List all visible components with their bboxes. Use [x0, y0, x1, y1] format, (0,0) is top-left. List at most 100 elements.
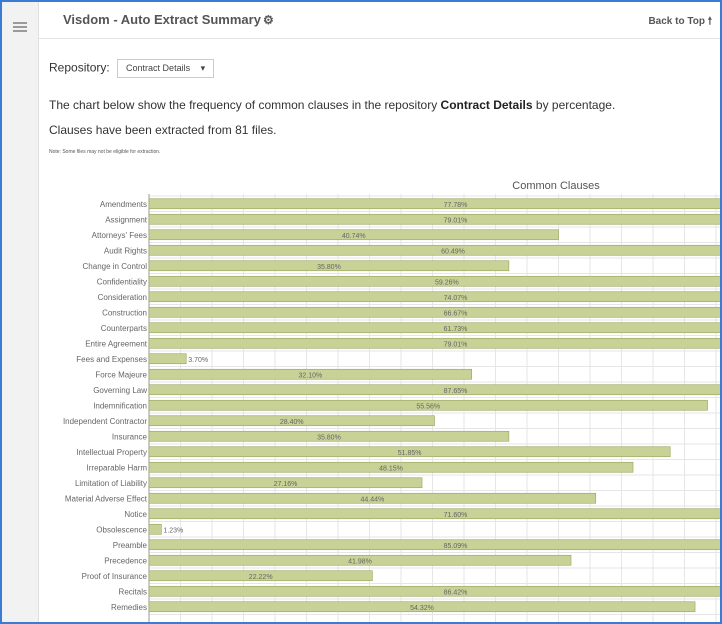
bar[interactable]: [148, 554, 572, 566]
y-tick-label: Entire Agreement: [85, 339, 148, 348]
bar-value-label: 77.78%: [444, 202, 468, 209]
bar-value-label: 1.23%: [163, 527, 183, 534]
bar[interactable]: [148, 198, 722, 210]
y-tick-label: Limitation of Liability: [75, 479, 147, 488]
bar-value-label: 41.98%: [348, 558, 372, 565]
y-tick-label: Preamble: [113, 541, 148, 550]
bar[interactable]: [148, 368, 472, 380]
bar[interactable]: [148, 244, 722, 256]
bar-value-label: 32.10%: [298, 372, 322, 379]
bar[interactable]: [148, 570, 373, 582]
bar-value-label: 61.73%: [444, 326, 468, 333]
y-tick-label: Construction: [102, 308, 147, 317]
bar-value-label: 35.80%: [317, 434, 341, 441]
bar-value-label: 60.49%: [441, 248, 465, 255]
bar-value-label: 48.15%: [379, 465, 403, 472]
clauses-bar-chart: Common Clauses Amendments 77.78% Assignmen…: [63, 180, 722, 622]
app-title-text: Visdom - Auto Extract Summary: [63, 12, 261, 27]
sidebar: [2, 2, 39, 622]
bar-value-label: 51.85%: [398, 450, 422, 457]
bar-value-label: 79.01%: [444, 217, 468, 224]
bar[interactable]: [148, 477, 423, 489]
bar[interactable]: [148, 384, 722, 396]
y-tick-label: Irreparable Harm: [87, 463, 148, 472]
y-tick-label: Assignment: [105, 215, 148, 224]
repository-row: Repository: Contract Details ▾: [49, 59, 215, 78]
y-tick-label: Amendments: [100, 200, 147, 209]
y-tick-label: Attorneys' Fees: [92, 231, 147, 240]
bar[interactable]: [148, 306, 722, 318]
y-tick-label: Indemnification: [93, 401, 147, 410]
bar[interactable]: [148, 539, 722, 551]
bar[interactable]: [148, 601, 696, 613]
y-tick-label: Consideration: [98, 293, 147, 302]
bar[interactable]: [148, 337, 722, 349]
hamburger-icon[interactable]: [13, 22, 27, 32]
bar[interactable]: [148, 461, 634, 473]
bar-value-label: 86.42%: [444, 589, 468, 596]
description-suffix: by percentage.: [532, 98, 616, 112]
bar[interactable]: [148, 399, 708, 411]
eligibility-note: Note: Some files may not be eligible for…: [49, 149, 161, 155]
bar[interactable]: [148, 260, 510, 272]
bar[interactable]: [148, 353, 187, 365]
bar[interactable]: [148, 446, 671, 458]
bar-value-label: 35.80%: [317, 264, 341, 271]
repository-select[interactable]: Contract Details ▾: [117, 59, 215, 78]
bar-value-label: 40.74%: [342, 233, 366, 240]
y-tick-label: Independent Contractor: [63, 417, 147, 426]
back-to-top-link[interactable]: Back to Top 🠕: [648, 14, 712, 31]
description-prefix: The chart below show the frequency of co…: [49, 98, 441, 112]
bar[interactable]: [148, 415, 435, 427]
arrow-up-icon: 🠕: [707, 16, 712, 27]
bar[interactable]: [148, 322, 722, 334]
gears-icon[interactable]: ⚙: [262, 13, 274, 27]
repository-selected-value: Contract Details: [126, 63, 191, 73]
bar[interactable]: [148, 291, 722, 303]
y-tick-label: Remedies: [111, 603, 147, 612]
y-tick-label: Fees and Expenses: [76, 355, 147, 364]
bar-value-label: 79.01%: [444, 341, 468, 348]
description-repo-name: Contract Details: [440, 98, 533, 112]
y-tick-label: Material Adverse Effect: [65, 494, 148, 503]
y-tick-label: Precedence: [104, 556, 147, 565]
bar[interactable]: [148, 523, 162, 535]
y-tick-label: Intellectual Property: [76, 448, 147, 457]
bar-value-label: 85.09%: [444, 543, 468, 550]
bar-value-label: 87.65%: [444, 388, 468, 395]
bar-value-label: 59.26%: [435, 279, 459, 286]
y-tick-label: Confidentiality: [97, 277, 147, 286]
chart-title: Common Clauses: [512, 180, 600, 192]
bar[interactable]: [148, 508, 722, 520]
bar[interactable]: [148, 492, 597, 504]
back-to-top-label: Back to Top: [648, 16, 705, 27]
bar[interactable]: [148, 275, 722, 287]
chart-description: The chart below show the frequency of co…: [49, 98, 615, 112]
bar-value-label: 27.16%: [274, 481, 298, 488]
repository-label: Repository:: [49, 60, 110, 75]
y-tick-label: Counterparts: [101, 324, 147, 333]
bar-value-label: 54.32%: [410, 605, 434, 612]
bar-value-label: 71.60%: [444, 512, 468, 519]
y-tick-label: Change in Control: [83, 262, 148, 271]
bar-value-label: 74.07%: [444, 295, 468, 302]
bar[interactable]: [148, 213, 722, 225]
bar[interactable]: [148, 585, 722, 597]
bar-value-label: 3.70%: [188, 357, 208, 364]
bar-value-label: 22.22%: [249, 574, 273, 581]
extraction-summary: Clauses have been extracted from 81 file…: [49, 123, 277, 137]
top-bar: Visdom - Auto Extract Summary ⚙ Back to T…: [39, 2, 720, 39]
y-tick-label: Force Majeure: [95, 370, 147, 379]
y-tick-label: Recitals: [119, 587, 147, 596]
bar-value-label: 66.67%: [444, 310, 468, 317]
y-tick-label: Governing Law: [93, 386, 147, 395]
bar[interactable]: [148, 229, 559, 241]
y-tick-label: Audit Rights: [104, 246, 147, 255]
bar[interactable]: [148, 430, 510, 442]
chevron-down-icon: ▾: [200, 63, 206, 73]
main-content: Repository: Contract Details ▾ The chart…: [39, 39, 720, 622]
app-title: Visdom - Auto Extract Summary ⚙: [63, 12, 274, 27]
bar-value-label: 55.56%: [416, 403, 440, 410]
y-tick-label: Obsolescence: [96, 525, 147, 534]
